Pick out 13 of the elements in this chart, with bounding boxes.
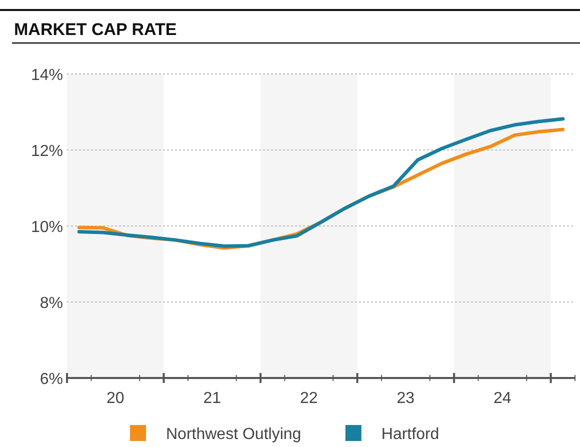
x-tick-label: 23 [396, 390, 415, 407]
y-tick-label: 14% [30, 67, 63, 84]
y-tick-label: 8% [40, 295, 63, 312]
y-tick-label: 10% [30, 219, 63, 236]
x-tick-label: 21 [203, 390, 222, 407]
legend-label: Northwest Outlying [166, 426, 302, 443]
chart-title: MARKET CAP RATE [14, 20, 177, 39]
x-tick-label: 22 [300, 390, 318, 407]
x-tick-label: 24 [494, 390, 512, 407]
x-tick-label: 20 [106, 390, 124, 407]
y-tick-label: 6% [40, 371, 63, 388]
y-tick-label: 12% [30, 143, 63, 160]
legend-label: Hartford [381, 426, 440, 443]
